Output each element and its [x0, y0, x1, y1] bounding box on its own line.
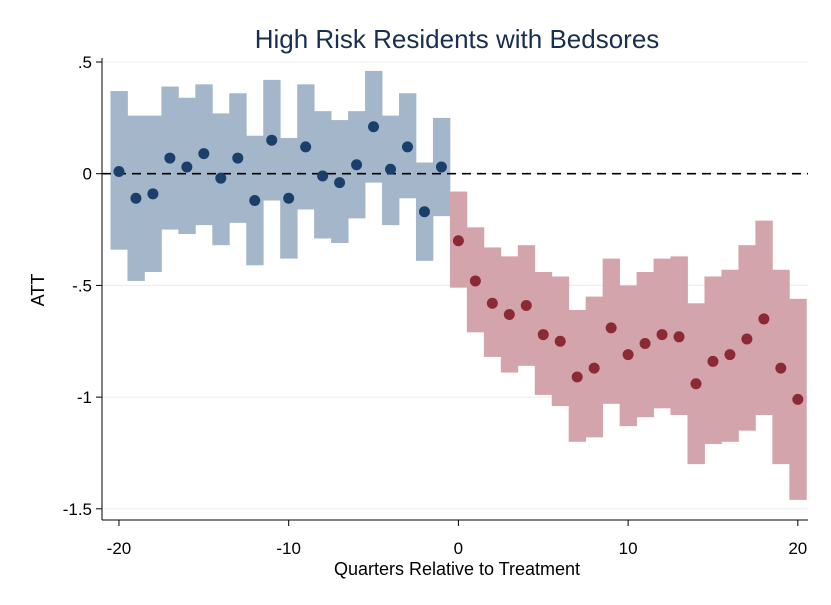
point-estimate [181, 161, 193, 173]
point-estimate [792, 393, 804, 405]
point-estimate [520, 300, 532, 312]
point-estimate [385, 163, 397, 175]
point-estimate [232, 152, 244, 164]
point-estimate [690, 378, 702, 390]
y-tick-label: .5 [78, 53, 92, 72]
y-axis-label: ATT [28, 274, 48, 307]
point-estimate [503, 308, 515, 320]
point-estimate [283, 192, 295, 204]
chart-title: High Risk Residents with Bedsores [255, 24, 660, 54]
x-axis-ticks: -20 -10 0 10 20 [107, 520, 807, 558]
point-estimate [588, 362, 600, 374]
point-estimate [469, 275, 481, 287]
x-axis-label: Quarters Relative to Treatment [334, 559, 580, 579]
point-estimate [351, 159, 363, 171]
point-estimate [452, 235, 464, 247]
x-tick-label: -20 [107, 539, 132, 558]
point-estimate [673, 331, 685, 343]
point-estimate [401, 141, 413, 153]
y-tick-label: 0 [83, 165, 92, 184]
point-estimate [418, 206, 430, 218]
point-estimate [435, 161, 447, 173]
x-tick-label: 10 [619, 539, 638, 558]
point-estimate [724, 349, 736, 361]
x-tick-label: 20 [788, 539, 807, 558]
point-estimate [537, 329, 549, 341]
point-estimate [554, 335, 566, 347]
y-tick-label: -.5 [72, 276, 92, 295]
point-estimate [741, 333, 753, 345]
point-estimate [215, 172, 227, 184]
point-estimate [249, 195, 261, 207]
point-estimate [571, 371, 583, 383]
point-estimate [266, 134, 278, 146]
confidence-bands [110, 70, 807, 500]
point-estimate [486, 297, 498, 309]
point-estimate [707, 355, 719, 367]
point-estimate [317, 170, 329, 182]
axes [101, 58, 808, 521]
y-tick-label: -1.5 [63, 500, 92, 519]
y-tick-label: -1 [77, 388, 92, 407]
point-estimate [113, 165, 125, 177]
point-estimate [758, 313, 770, 325]
x-tick-label: -10 [276, 539, 301, 558]
point-estimate [605, 322, 617, 334]
point-estimate [147, 188, 159, 200]
point-estimate [622, 349, 634, 361]
point-estimate [198, 148, 210, 160]
x-tick-label: 0 [454, 539, 463, 558]
point-estimate [130, 192, 142, 204]
point-estimates [113, 121, 804, 405]
point-estimate [300, 141, 312, 153]
y-axis-ticks: .5 0 -.5 -1 -1.5 [63, 53, 102, 519]
point-estimate [368, 121, 380, 133]
point-estimate [775, 362, 787, 374]
point-estimate [164, 152, 176, 164]
point-estimate [656, 329, 668, 341]
point-estimate [639, 338, 651, 350]
point-estimate [334, 177, 346, 189]
